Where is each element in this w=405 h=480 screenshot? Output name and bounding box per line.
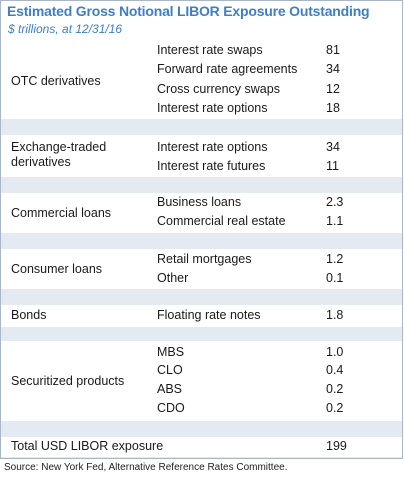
exposure-table-panel: Estimated Gross Notional LIBOR Exposure …	[0, 0, 403, 459]
row-value: 2.3	[326, 195, 344, 209]
row-value: 1.1	[326, 214, 344, 228]
group-label: Consumer loans	[11, 262, 103, 276]
source-note: Source: New York Fed, Alternative Refere…	[4, 462, 288, 473]
row-label: CDO	[157, 401, 185, 415]
table-header: Estimated Gross Notional LIBOR Exposure …	[1, 1, 402, 41]
row-label: Interest rate options	[157, 101, 268, 115]
row-value: 0.2	[326, 382, 344, 396]
row-label: Retail mortgages	[157, 252, 252, 266]
table-title: Estimated Gross Notional LIBOR Exposure …	[7, 3, 370, 19]
row-label: Interest rate futures	[157, 159, 266, 173]
group-label: Commercial loans	[11, 206, 112, 220]
group-consumer-loans: Consumer loans Retail mortgages 1.2 Othe…	[1, 249, 402, 289]
group-label: OTC derivatives	[11, 74, 101, 88]
group-label: Total USD LIBOR exposure	[11, 439, 164, 453]
group-otc-derivatives: OTC derivatives Interest rate swaps 81 F…	[1, 41, 402, 119]
row-label: Floating rate notes	[157, 308, 261, 322]
row-value: 0.4	[326, 363, 344, 377]
row-label: Cross currency swaps	[157, 82, 280, 96]
row-value: 81	[326, 43, 340, 57]
row-label: Other	[157, 271, 189, 285]
group-label: Securitized products	[11, 374, 125, 388]
row-label: Commercial real estate	[157, 214, 286, 228]
group-commercial-loans: Commercial loans Business loans 2.3 Comm…	[1, 193, 402, 233]
row-value: 1.8	[326, 308, 344, 322]
row-label: CLO	[157, 363, 183, 377]
group-total: Total USD LIBOR exposure 199	[1, 437, 402, 457]
group-label: Bonds	[11, 308, 47, 322]
row-value: 0.2	[326, 401, 344, 415]
group-label: Exchange-traded derivatives	[11, 140, 107, 169]
table-subtitle: $ trillions, at 12/31/16	[8, 22, 123, 36]
group-exchange-traded-derivatives: Exchange-traded derivatives Interest rat…	[1, 135, 402, 177]
group-bonds: Bonds Floating rate notes 1.8	[1, 305, 402, 327]
row-value: 12	[326, 82, 340, 96]
row-label: ABS	[157, 382, 183, 396]
row-value: 34	[326, 140, 340, 154]
row-value: 0.1	[326, 271, 344, 285]
row-label: Forward rate agreements	[157, 62, 298, 76]
row-value: 1.0	[326, 345, 344, 359]
row-label: MBS	[157, 345, 185, 359]
row-value: 34	[326, 62, 340, 76]
row-label: Interest rate swaps	[157, 43, 263, 57]
row-label: Business loans	[157, 195, 242, 209]
row-label: Interest rate options	[157, 140, 268, 154]
total-value: 199	[326, 439, 347, 453]
group-securitized-products: Securitized products MBS 1.0 CLO 0.4 ABS…	[1, 341, 402, 421]
row-value: 11	[326, 159, 339, 173]
row-value: 1.2	[326, 252, 344, 266]
row-value: 18	[326, 101, 340, 115]
